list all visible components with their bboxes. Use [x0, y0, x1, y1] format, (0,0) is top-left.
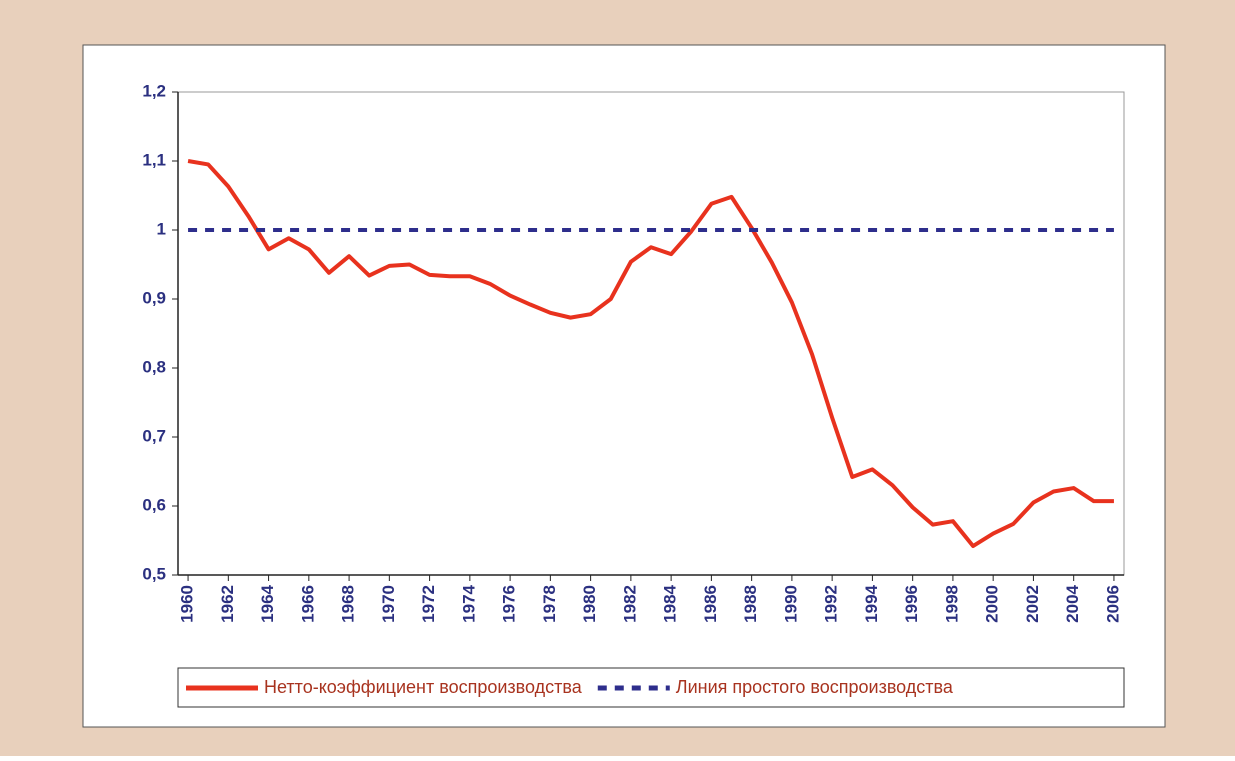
x-tick-label: 1984: [661, 584, 680, 622]
x-tick-label: 1962: [218, 585, 237, 623]
x-tick-label: 1996: [902, 585, 921, 623]
x-tick-label: 1960: [178, 585, 197, 623]
x-tick-label: 1968: [339, 585, 358, 623]
x-tick-label: 1998: [942, 585, 961, 623]
x-tick-label: 2004: [1063, 584, 1082, 622]
x-tick-label: 1982: [620, 585, 639, 623]
panel: [82, 44, 1166, 728]
y-tick-label: 1: [157, 219, 166, 238]
y-tick-label: 1,2: [142, 81, 166, 100]
x-tick-label: 1972: [419, 585, 438, 623]
x-tick-label: 1986: [701, 585, 720, 623]
x-tick-label: 1994: [862, 584, 881, 622]
x-tick-label: 1976: [500, 585, 519, 623]
x-tick-label: 1970: [379, 585, 398, 623]
y-tick-label: 0,5: [142, 564, 166, 583]
y-tick-label: 1,1: [142, 150, 166, 169]
x-tick-label: 1992: [822, 585, 841, 623]
x-tick-label: 1978: [540, 585, 559, 623]
x-tick-label: 2000: [983, 585, 1002, 623]
x-tick-label: 1974: [459, 584, 478, 622]
y-tick-label: 0,7: [142, 426, 166, 445]
legend-label: Нетто-коэффициент воспроизводства: [264, 677, 583, 697]
legend-label: Линия простого воспроизводства: [676, 677, 954, 697]
series-line: [187, 159, 1114, 549]
x-tick-label: 1990: [781, 585, 800, 623]
legend-box: [177, 667, 1125, 708]
x-tick-label: 2006: [1103, 585, 1122, 623]
x-tick-label: 2002: [1023, 585, 1042, 623]
x-tick-label: 1966: [298, 585, 317, 623]
y-tick-label: 0,8: [142, 357, 166, 376]
y-tick-label: 0,6: [142, 495, 166, 514]
y-tick-label: 0,9: [142, 288, 166, 307]
x-tick-label: 1964: [258, 584, 277, 622]
x-tick-label: 1980: [580, 585, 599, 623]
x-tick-label: 1988: [741, 585, 760, 623]
